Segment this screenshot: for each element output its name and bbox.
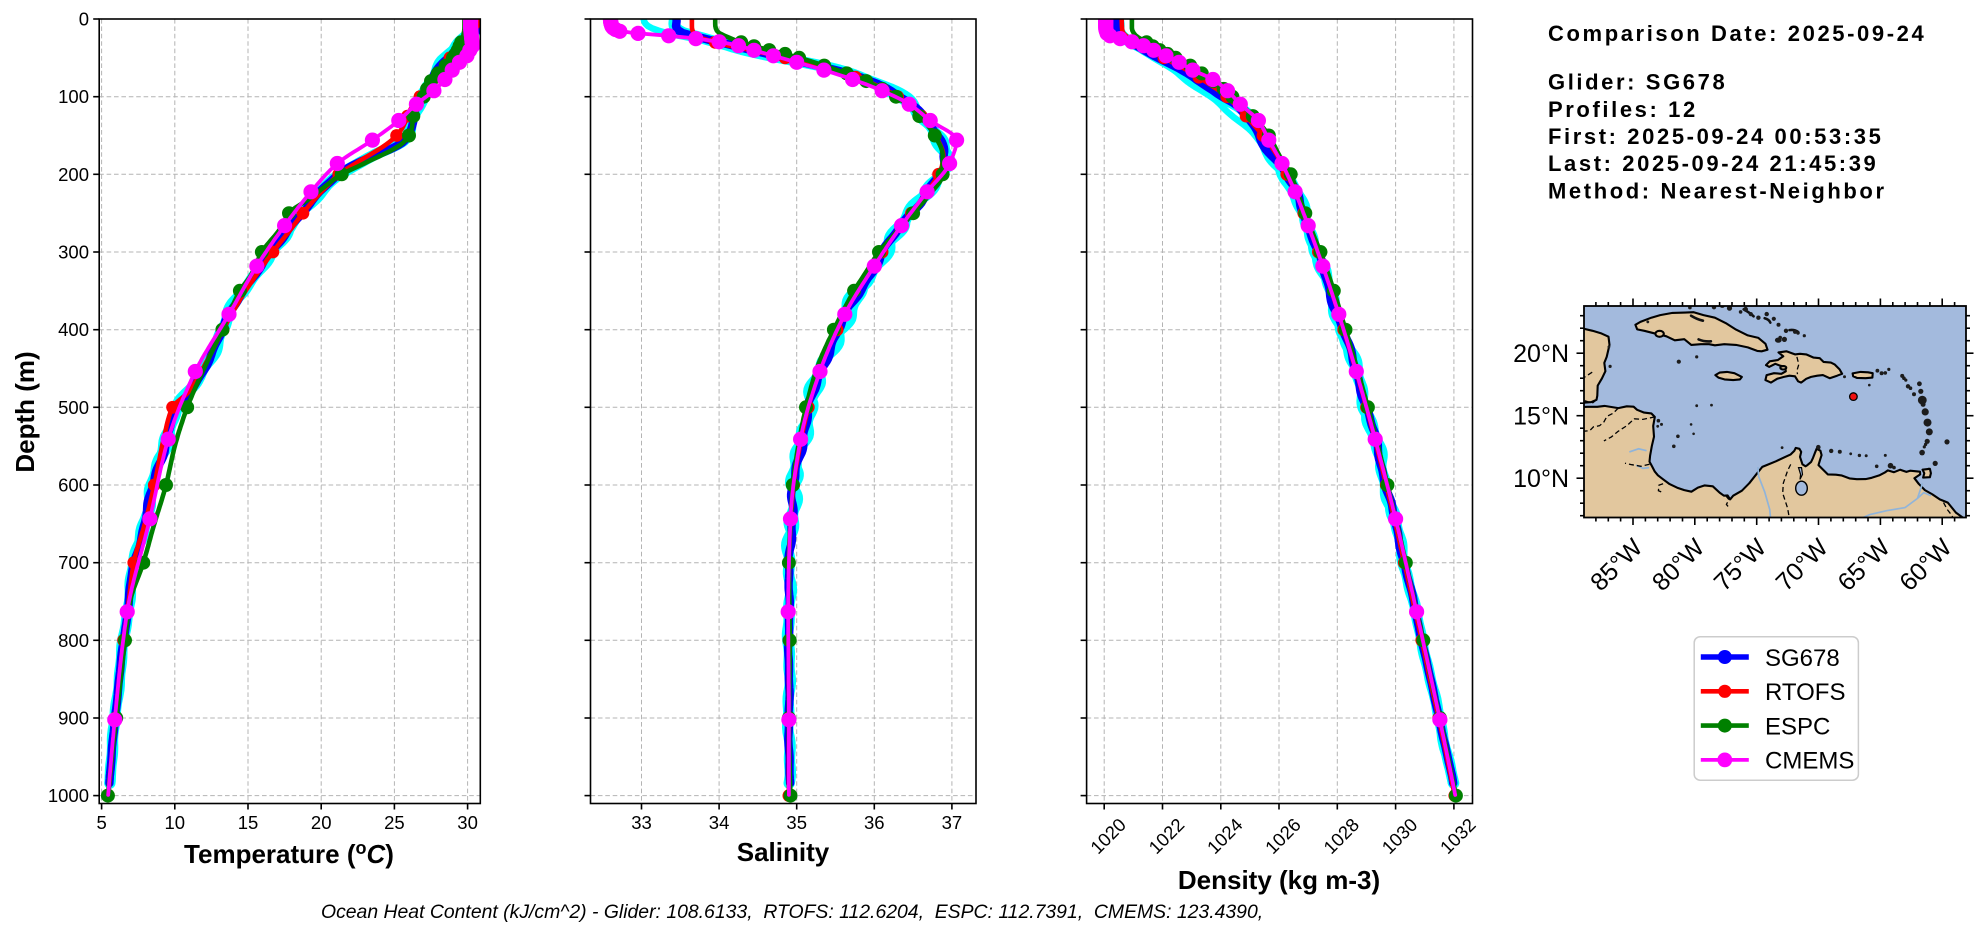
svg-text:25: 25 — [384, 812, 405, 833]
svg-text:Density (kg m-3): Density (kg m-3) — [1178, 865, 1380, 895]
svg-text:Comparison Date: 2025-09-24: Comparison Date: 2025-09-24 — [1548, 21, 1926, 46]
svg-text:800: 800 — [58, 630, 89, 651]
svg-text:400: 400 — [58, 319, 89, 340]
svg-text:First: 2025-09-24 00:53:35: First: 2025-09-24 00:53:35 — [1548, 124, 1883, 149]
svg-text:Last: 2025-09-24 21:45:39: Last: 2025-09-24 21:45:39 — [1548, 151, 1878, 176]
svg-text:500: 500 — [58, 397, 89, 418]
svg-text:20: 20 — [311, 812, 332, 833]
svg-text:Depth (m): Depth (m) — [10, 351, 40, 472]
svg-text:10°N: 10°N — [1513, 465, 1569, 493]
svg-text:Ocean Heat Content (kJ/cm^2) -: Ocean Heat Content (kJ/cm^2) - Glider: 1… — [321, 901, 1263, 923]
svg-text:Method: Nearest-Neighbor: Method: Nearest-Neighbor — [1548, 178, 1887, 203]
svg-text:15: 15 — [238, 812, 259, 833]
svg-text:300: 300 — [58, 242, 89, 263]
svg-text:SG678: SG678 — [1765, 645, 1840, 672]
svg-text:Salinity: Salinity — [737, 837, 830, 867]
svg-text:37: 37 — [942, 812, 963, 833]
svg-text:1000: 1000 — [48, 785, 89, 806]
svg-text:34: 34 — [709, 812, 730, 833]
svg-text:100: 100 — [58, 86, 89, 107]
svg-text:5: 5 — [96, 812, 106, 833]
svg-text:CMEMS: CMEMS — [1765, 748, 1854, 775]
svg-text:Profiles: 12: Profiles: 12 — [1548, 97, 1698, 122]
svg-text:200: 200 — [58, 164, 89, 185]
svg-text:0: 0 — [79, 9, 89, 30]
svg-text:700: 700 — [58, 552, 89, 573]
svg-text:600: 600 — [58, 475, 89, 496]
svg-text:10: 10 — [165, 812, 186, 833]
svg-text:900: 900 — [58, 708, 89, 729]
svg-text:Glider: SG678: Glider: SG678 — [1548, 70, 1727, 95]
svg-text:36: 36 — [864, 812, 885, 833]
svg-text:33: 33 — [631, 812, 652, 833]
svg-text:20°N: 20°N — [1513, 340, 1569, 368]
svg-text:30: 30 — [457, 812, 478, 833]
svg-text:ESPC: ESPC — [1765, 713, 1830, 740]
svg-text:RTOFS: RTOFS — [1765, 679, 1845, 706]
svg-text:35: 35 — [786, 812, 807, 833]
svg-text:15°N: 15°N — [1513, 403, 1569, 431]
